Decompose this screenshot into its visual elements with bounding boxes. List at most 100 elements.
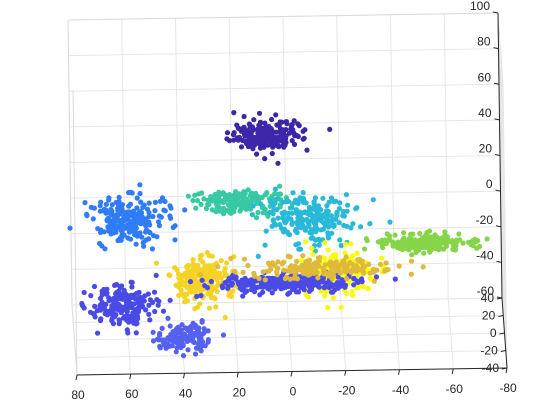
z-tick bbox=[496, 296, 503, 299]
scatter-point bbox=[156, 223, 162, 229]
scatter-point bbox=[385, 267, 391, 273]
x-tick bbox=[75, 374, 78, 381]
scatter-point bbox=[84, 213, 90, 219]
scatter-point bbox=[190, 284, 196, 290]
scatter-point bbox=[457, 237, 463, 243]
scatter-point bbox=[285, 253, 291, 259]
scatter-point bbox=[88, 293, 94, 299]
scatter-point bbox=[449, 238, 455, 244]
scatter-point bbox=[121, 214, 127, 220]
scatter-point bbox=[131, 208, 137, 214]
scatter-point bbox=[355, 279, 361, 285]
scatter-point bbox=[193, 345, 200, 351]
scatter-point bbox=[289, 220, 296, 226]
scatter-point bbox=[126, 190, 132, 196]
scatter-point bbox=[303, 268, 310, 274]
scatter-point bbox=[190, 339, 197, 345]
z-tick bbox=[495, 225, 502, 228]
z-tick-label: 40 bbox=[478, 106, 492, 120]
scatter-point bbox=[228, 255, 234, 262]
scatter-point bbox=[178, 287, 184, 293]
scatter-point bbox=[67, 225, 73, 231]
scatter-point bbox=[322, 256, 328, 262]
scatter-point bbox=[150, 299, 156, 305]
x-tick bbox=[505, 367, 508, 374]
scatter-point bbox=[269, 150, 275, 157]
scatter-point bbox=[188, 328, 194, 334]
x-tick bbox=[344, 370, 347, 376]
scatter-point bbox=[231, 137, 237, 143]
scatter-point bbox=[119, 222, 125, 228]
scatter-point bbox=[224, 194, 230, 200]
scatter-point bbox=[345, 202, 351, 208]
scatter-point bbox=[281, 267, 287, 273]
scatter-point bbox=[311, 270, 317, 276]
scatter-point bbox=[117, 304, 123, 310]
scatter-point bbox=[116, 194, 122, 200]
scatter-point bbox=[427, 249, 433, 255]
scatter-point bbox=[206, 201, 212, 207]
scatter-point bbox=[336, 206, 342, 212]
scatter-point bbox=[143, 307, 149, 313]
scatter-point bbox=[152, 199, 158, 205]
scatter-point bbox=[252, 273, 258, 279]
grid-line bbox=[498, 84, 505, 155]
scatter-point bbox=[280, 285, 286, 291]
scatter-point bbox=[106, 197, 112, 203]
scatter-point bbox=[203, 276, 209, 283]
scatter-point bbox=[316, 242, 322, 248]
scatter-point bbox=[185, 262, 191, 269]
x-tick bbox=[451, 368, 454, 374]
scatter-point bbox=[260, 269, 266, 275]
x-tick-label: 80 bbox=[71, 388, 85, 402]
scatter-point bbox=[194, 293, 200, 300]
scatter-point bbox=[97, 304, 103, 311]
scatter-point bbox=[313, 220, 319, 226]
scatter-point bbox=[285, 198, 291, 204]
scatter-point bbox=[323, 220, 329, 226]
scatter-point bbox=[302, 227, 308, 233]
scatter-point bbox=[113, 281, 120, 288]
scatter-point bbox=[312, 195, 318, 201]
scatter-point bbox=[97, 203, 103, 209]
scatter-point bbox=[354, 250, 360, 256]
scatter-point bbox=[400, 237, 406, 243]
scatter-point bbox=[362, 263, 368, 270]
scatter-point bbox=[312, 228, 318, 234]
scatter-point bbox=[276, 134, 282, 140]
y-tick-label: 0 bbox=[490, 326, 497, 340]
scatter-point bbox=[292, 266, 298, 272]
scatter-point bbox=[379, 255, 385, 261]
grid-line bbox=[500, 226, 507, 297]
scatter-point bbox=[403, 242, 409, 248]
scatter-point bbox=[325, 230, 331, 236]
scatter-point bbox=[103, 201, 109, 207]
scatter-point bbox=[215, 281, 222, 287]
scatter-point bbox=[410, 242, 416, 248]
scatter-point bbox=[470, 238, 476, 244]
scatter-point bbox=[273, 222, 279, 228]
scatter-point bbox=[163, 345, 169, 351]
scatter-point bbox=[203, 268, 209, 274]
scatter-point bbox=[238, 144, 245, 150]
scatter-point bbox=[350, 292, 356, 298]
scatter-point bbox=[475, 238, 481, 244]
scatter-point bbox=[130, 301, 136, 307]
scatter-point bbox=[137, 190, 143, 197]
scatter-point bbox=[101, 286, 107, 293]
scatter-point bbox=[335, 266, 341, 272]
scatter-point bbox=[289, 210, 295, 216]
scatter-point bbox=[420, 239, 427, 245]
scatter-point bbox=[194, 198, 201, 204]
scatter-point bbox=[146, 311, 152, 317]
scatter-point bbox=[170, 333, 176, 339]
scatter-point bbox=[195, 279, 201, 285]
scatter-point bbox=[253, 135, 259, 142]
scatter-point bbox=[116, 321, 122, 327]
scatter-point bbox=[88, 204, 94, 210]
z-tick-label: -20 bbox=[476, 213, 494, 227]
grid-line bbox=[497, 12, 504, 84]
scatter-point bbox=[432, 245, 439, 251]
scatter-point bbox=[425, 242, 431, 248]
scatter-point bbox=[301, 209, 307, 215]
